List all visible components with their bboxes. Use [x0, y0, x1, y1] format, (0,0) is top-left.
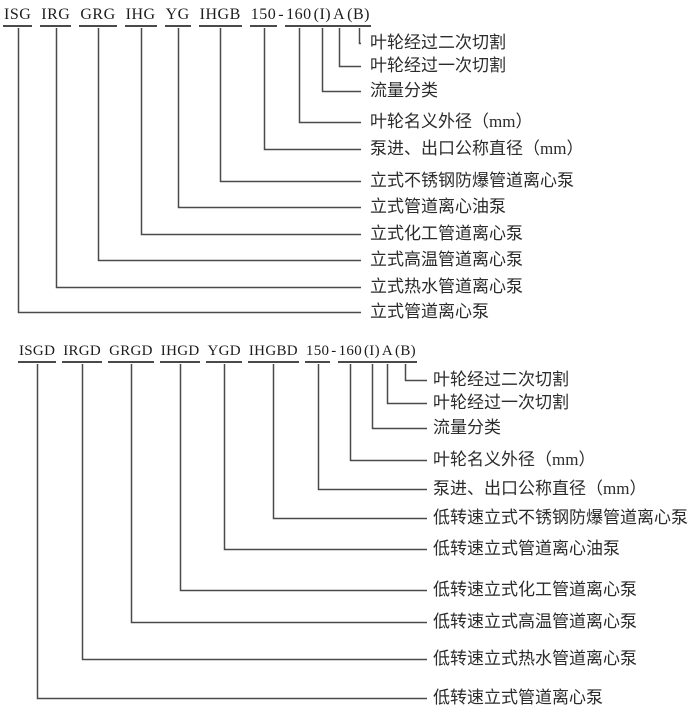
model-code-meaning-label: 叶轮经过一次切割: [433, 393, 569, 412]
model-code-token: (B): [394, 342, 417, 363]
model-code-meaning-label: 叶轮经过一次切割: [370, 56, 506, 75]
model-code-meaning-label: 低转速立式高温管道离心泵: [433, 612, 637, 631]
model-code-meaning-label: 低转速立式热水管道离心泵: [433, 649, 637, 668]
model-code-meaning-label: 叶轮经过二次切割: [370, 33, 506, 52]
model-code-token: IRG: [40, 6, 72, 27]
model-code-meaning-label: 立式管道离心泵: [370, 302, 489, 321]
model-code-meaning-label: 立式化工管道离心泵: [370, 224, 523, 243]
model-code-meaning-label: 立式热水管道离心泵: [370, 277, 523, 296]
model-code-token: ISG: [3, 6, 33, 27]
model-code-token: -: [331, 343, 337, 359]
model-code-meaning-label: 流量分类: [433, 418, 501, 437]
model-code-token: -: [278, 6, 285, 23]
model-code-token: YGD: [206, 342, 242, 363]
model-code-token: IHGB: [198, 6, 242, 27]
model-code-token: IHGD: [159, 342, 201, 363]
model-code-token: (I): [312, 6, 333, 27]
model-code-token: 160: [285, 6, 313, 27]
model-code-line-standard-speed: ISG IRG GRG IHG YG IHGB 150-160 (I) A (B): [3, 6, 371, 27]
model-code-meaning-label: 叶轮名义外径（mm）: [370, 112, 533, 131]
model-code-token: 150: [304, 342, 331, 363]
model-code-meaning-label: 泵进、出口公称直径（mm）: [433, 479, 647, 498]
model-code-token: 160: [337, 342, 363, 363]
model-code-token: YG: [164, 6, 191, 27]
model-code-token: GRG: [79, 6, 117, 27]
model-code-token: ISGD: [18, 342, 57, 363]
model-code-meaning-label: 流量分类: [370, 81, 438, 100]
model-code-token: IHGBD: [247, 342, 299, 363]
model-code-token: IHG: [124, 6, 157, 27]
model-code-token: IRGD: [62, 342, 103, 363]
model-code-meaning-label: 叶轮名义外径（mm）: [433, 450, 596, 469]
model-code-meaning-label: 泵进、出口公称直径（mm）: [370, 139, 584, 158]
model-code-meaning-label: 叶轮经过二次切割: [433, 370, 569, 389]
model-code-token: (B): [346, 6, 371, 27]
model-code-line-low-speed: ISGD IRGD GRGD IHGD YGD IHGBD 150-160 (I) A (B): [18, 342, 417, 363]
model-code-meaning-label: 低转速立式管道离心泵: [433, 688, 603, 707]
model-code-meaning-label: 低转速立式管道离心油泵: [433, 539, 620, 558]
model-code-meaning-label: 低转速立式不锈钢防爆管道离心泵: [433, 508, 688, 527]
model-code-meaning-label: 立式管道离心油泵: [370, 197, 506, 216]
model-code-meaning-label: 低转速立式化工管道离心泵: [433, 580, 637, 599]
model-code-token: A: [380, 342, 395, 363]
model-code-token: (I): [363, 342, 381, 363]
model-code-token: A: [332, 6, 347, 27]
model-code-meaning-label: 立式不锈钢防爆管道离心泵: [370, 171, 574, 190]
model-code-token: GRGD: [108, 342, 154, 363]
token-to-label-connector-path: [17, 28, 427, 700]
model-code-token: 150: [249, 6, 278, 27]
model-code-meaning-label: 立式高温管道离心泵: [370, 250, 523, 269]
